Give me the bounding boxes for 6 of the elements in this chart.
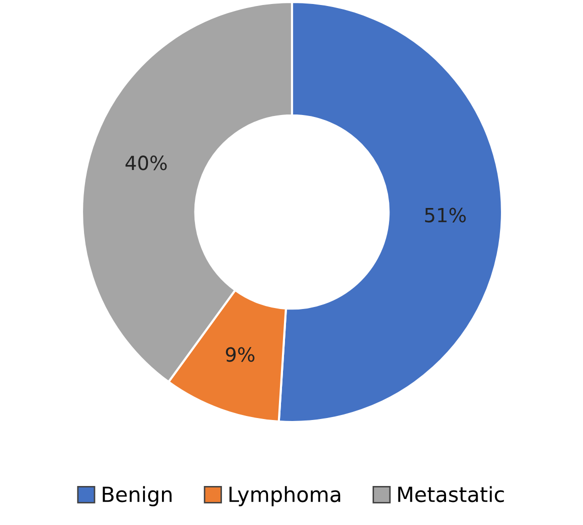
data-label: 9% [226, 347, 254, 362]
legend-label: Lymphoma [230, 486, 340, 506]
legend-label: Metastatic [398, 486, 504, 502]
data-label: 40% [126, 156, 167, 170]
data-label: 51% [425, 208, 466, 222]
legend-label: Benign [102, 486, 172, 506]
